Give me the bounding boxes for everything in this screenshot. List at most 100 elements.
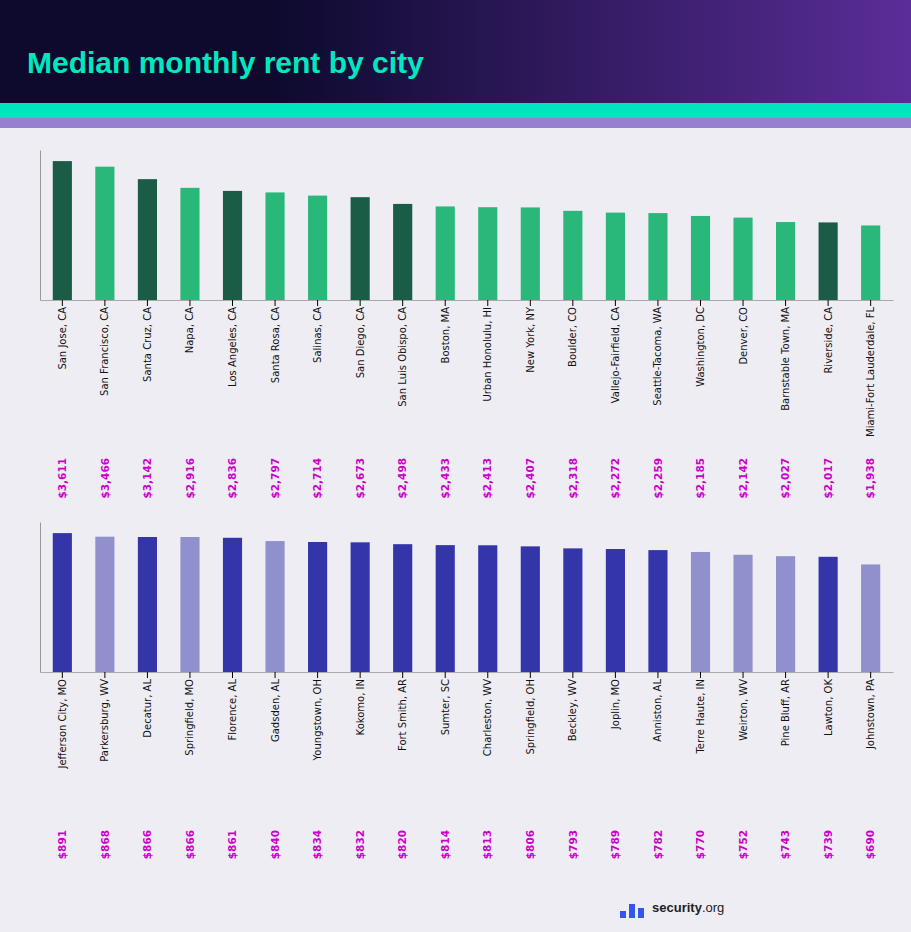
data-label: $2,714 — [311, 458, 323, 499]
data-label: $891 — [56, 830, 68, 859]
tick: Sumter, SC — [440, 672, 451, 735]
tick-mark — [62, 672, 63, 678]
data-label: $2,017 — [822, 458, 834, 499]
tick-mark — [743, 300, 744, 306]
tick-mark — [189, 300, 190, 306]
tick-label: Santa Cruz, CA — [142, 307, 153, 382]
tick-mark — [572, 300, 573, 306]
bar — [733, 218, 752, 300]
tick: Barnstable Town, MA — [780, 300, 791, 411]
data-label: $2,916 — [184, 458, 196, 499]
data-labels: $3,611$3,466$3,142$2,916$2,836$2,797$2,7… — [56, 458, 876, 499]
tick: Decatur, AL — [142, 672, 153, 738]
tick: Lawton, OK — [823, 672, 834, 736]
bar — [95, 537, 114, 672]
header-background — [0, 0, 911, 118]
data-label: $866 — [141, 830, 153, 859]
tick-label: Florence, AL — [227, 679, 238, 741]
bar — [436, 545, 455, 672]
header-stripe — [0, 103, 911, 118]
data-label: $832 — [354, 830, 366, 859]
tick-label: San Jose, CA — [57, 307, 68, 370]
data-label: $866 — [184, 830, 196, 859]
tick-label: Salinas, CA — [312, 307, 323, 363]
tick: San Francisco, CA — [99, 300, 110, 396]
data-label: $2,836 — [226, 458, 238, 499]
chart-root: Median monthly rent by citySan Jose, CAS… — [0, 0, 911, 932]
tick-mark — [487, 672, 488, 678]
data-label: $793 — [567, 830, 579, 859]
y-axis — [40, 523, 41, 673]
bar — [265, 541, 284, 672]
bar — [180, 188, 199, 300]
axis-line — [41, 300, 894, 301]
tick-label: Decatur, AL — [142, 679, 153, 738]
tick: Vallejo-Fairfield, CA — [610, 300, 621, 403]
tick-mark — [743, 672, 744, 678]
tick-mark — [487, 300, 488, 306]
data-label: $2,259 — [652, 458, 664, 499]
tick: Jefferson City, MO — [57, 672, 68, 770]
tick-label: Anniston, AL — [652, 679, 663, 742]
tick-label: Fort Smith, AR — [397, 679, 408, 751]
tick-mark — [275, 300, 276, 306]
tick: Terre Haute, IN — [695, 672, 706, 755]
bar — [478, 545, 497, 672]
tick-label: Parkersburg, WV — [99, 679, 110, 762]
tick-mark — [232, 672, 233, 678]
tick-label: Charleston, WV — [482, 679, 493, 756]
tick-mark — [828, 672, 829, 678]
bar — [521, 207, 540, 300]
bar — [53, 533, 72, 672]
bar — [180, 537, 199, 672]
data-label: $2,027 — [779, 458, 791, 499]
bars — [53, 533, 880, 672]
tick: San Diego, CA — [355, 300, 366, 378]
tick: Anniston, AL — [652, 672, 663, 742]
data-label: $840 — [269, 830, 281, 859]
tick: Weirton, WV — [738, 672, 749, 741]
bar — [861, 225, 880, 300]
tick-label: Pine Bluff, AR — [780, 679, 791, 746]
data-label: $813 — [481, 830, 493, 859]
data-label: $814 — [439, 830, 451, 859]
tick: Miami-Fort Lauderdale, FL — [865, 300, 876, 437]
data-label: $2,272 — [609, 458, 621, 499]
chart-title: Median monthly rent by city — [27, 46, 424, 79]
background — [0, 0, 911, 932]
bar — [95, 167, 114, 300]
tick-mark — [530, 300, 531, 306]
bar-panel: San Jose, CA San Francisco, CA Santa Cruz,… — [41, 151, 894, 499]
bar — [733, 555, 752, 672]
tick-mark — [572, 672, 573, 678]
tick: Boston, MA — [440, 300, 451, 363]
tick: San Luis Obispo, CA — [397, 300, 408, 407]
bar — [393, 544, 412, 672]
data-label: $690 — [864, 830, 876, 859]
data-label: $2,142 — [737, 458, 749, 499]
tick-label: Seattle-Tacoma, WA — [652, 307, 663, 406]
tick: Springfield, MO — [184, 672, 195, 756]
tick-mark — [700, 300, 701, 306]
tick-label: Johnstown, PA — [865, 679, 876, 750]
tick-label: Boulder, CO — [567, 307, 578, 367]
tick: San Jose, CA — [57, 300, 68, 370]
tick: New York, NY — [525, 300, 536, 373]
tick: Kokomo, IN — [355, 672, 366, 735]
tick: Springfield, OH — [525, 672, 536, 755]
data-label: $3,142 — [141, 458, 153, 499]
data-label: $2,797 — [269, 458, 281, 499]
bar — [563, 211, 582, 300]
tick-label: Denver, CO — [738, 307, 749, 365]
tick-label: Sumter, SC — [440, 679, 451, 735]
tick-mark — [360, 300, 361, 306]
tick-label: San Luis Obispo, CA — [397, 307, 408, 407]
bar — [223, 191, 242, 300]
tick-mark — [785, 672, 786, 678]
tick-label: Riverside, CA — [823, 307, 834, 374]
bars — [53, 161, 880, 300]
data-label: $752 — [737, 830, 749, 859]
bar — [648, 213, 667, 300]
tick-mark — [232, 300, 233, 306]
tick-mark — [147, 672, 148, 678]
